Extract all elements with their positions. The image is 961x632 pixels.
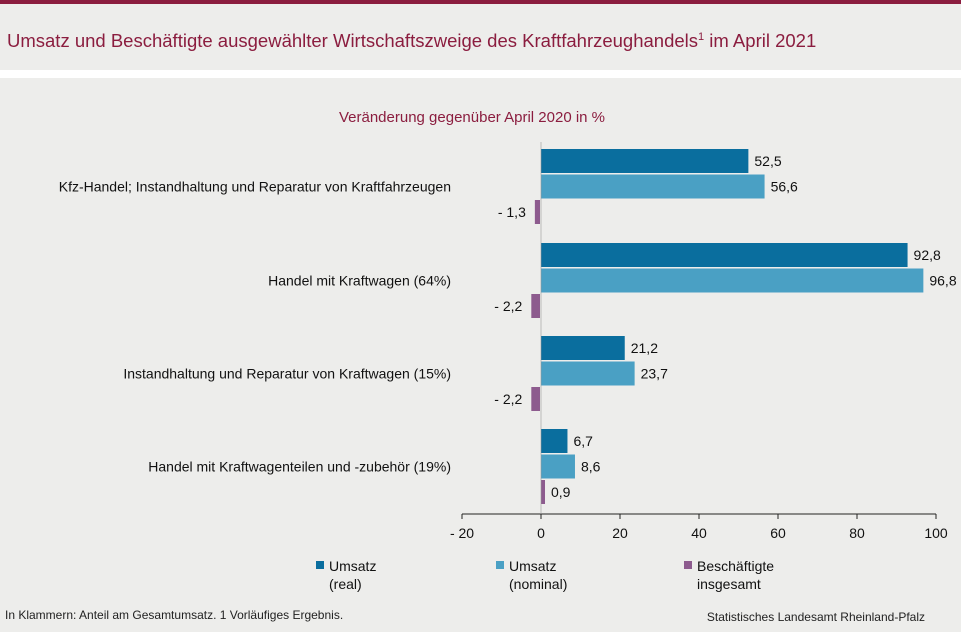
data-label: 23,7 [641, 366, 668, 382]
source-note: Statistisches Landesamt Rheinland-Pfalz [706, 610, 925, 624]
category-label: Instandhaltung und Reparatur von Kraftwa… [123, 366, 451, 382]
bar [531, 387, 540, 411]
bar [541, 243, 908, 267]
data-label: - 2,2 [494, 391, 522, 407]
legend-label: Umsatz [509, 558, 556, 574]
x-tick-label: - 20 [450, 525, 474, 541]
footnote: In Klammern: Anteil am Gesamtumsatz. 1 V… [5, 608, 344, 622]
legend-swatch [316, 561, 324, 569]
top-accent-bar [0, 0, 961, 4]
title-footnote-mark: 1 [698, 30, 705, 43]
data-label: - 2,2 [494, 298, 522, 314]
legend-label: Umsatz [329, 558, 376, 574]
x-tick-label: 0 [537, 525, 545, 541]
data-label: 6,7 [573, 433, 593, 449]
x-tick-label: 40 [691, 525, 707, 541]
bar [541, 480, 545, 504]
bar [541, 429, 568, 453]
bar [541, 454, 575, 479]
page-title: Umsatz und Beschäftigte ausgewählter Wir… [7, 30, 816, 52]
bar [541, 361, 635, 386]
data-label: 52,5 [754, 153, 781, 169]
data-label: 21,2 [631, 340, 658, 356]
legend-swatch [684, 561, 692, 569]
bar [541, 149, 749, 173]
category-label: Handel mit Kraftwagen (64%) [268, 273, 451, 289]
legend-label: (nominal) [509, 576, 567, 592]
legend-label: Beschäftigte [697, 558, 774, 574]
legend-swatch [496, 561, 504, 569]
x-tick-label: 100 [924, 525, 948, 541]
data-label: 0,9 [551, 484, 571, 500]
bar [541, 174, 765, 199]
bar [541, 268, 924, 293]
legend-label: insgesamt [697, 576, 761, 592]
chart-panel [0, 78, 961, 632]
data-label: 92,8 [914, 247, 941, 263]
category-label: Handel mit Kraftwagenteilen und -zubehör… [148, 459, 451, 475]
category-label: Kfz-Handel; Instandhaltung und Reparatur… [59, 179, 451, 195]
bar [531, 294, 540, 318]
data-label: 8,6 [581, 459, 601, 475]
title-main: Umsatz und Beschäftigte ausgewählter Wir… [7, 30, 699, 51]
data-label: - 1,3 [498, 204, 526, 220]
data-label: 56,6 [771, 179, 798, 195]
x-tick-label: 80 [849, 525, 865, 541]
data-label: 96,8 [929, 273, 956, 289]
x-tick-label: 20 [612, 525, 628, 541]
chart-subtitle: Veränderung gegenüber April 2020 in % [339, 109, 605, 126]
title-tail: im April 2021 [704, 30, 817, 51]
legend-label: (real) [329, 576, 362, 592]
bar [534, 200, 540, 224]
title-bar: Umsatz und Beschäftigte ausgewählter Wir… [0, 4, 961, 70]
x-tick-label: 60 [770, 525, 786, 541]
bar [541, 336, 625, 360]
